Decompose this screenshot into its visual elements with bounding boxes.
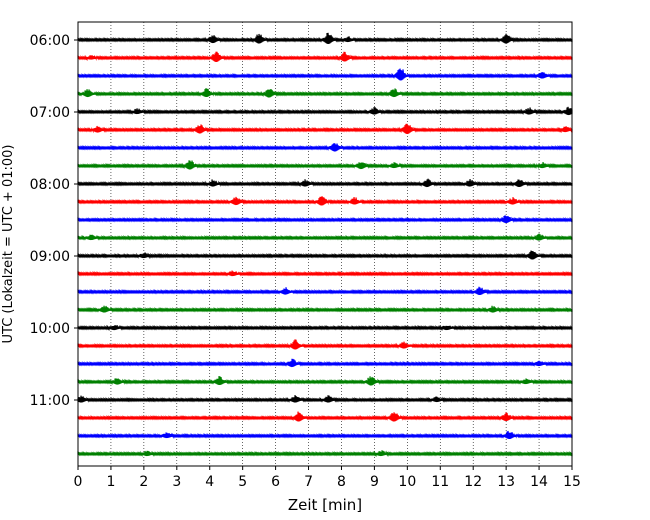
seismogram-trace bbox=[77, 233, 573, 241]
seismogram-trace bbox=[77, 411, 573, 422]
seismogram-trace bbox=[77, 250, 573, 260]
x-tick-label: 15 bbox=[563, 474, 581, 490]
x-tick-label: 11 bbox=[431, 474, 449, 490]
x-tick-label: 1 bbox=[106, 474, 115, 490]
x-tick-label: 14 bbox=[530, 474, 548, 490]
seismogram-trace bbox=[77, 196, 573, 206]
grid-lines bbox=[110, 22, 540, 466]
seismogram-traces bbox=[77, 32, 573, 458]
x-tick-label: 12 bbox=[464, 474, 482, 490]
x-tick-label: 8 bbox=[337, 474, 346, 490]
x-tick-label: 7 bbox=[304, 474, 313, 490]
seismogram-trace bbox=[77, 450, 573, 458]
x-tick-label: 3 bbox=[172, 474, 181, 490]
seismogram-trace bbox=[77, 178, 573, 188]
x-tick-label: 4 bbox=[205, 474, 214, 490]
x-tick-label: 6 bbox=[271, 474, 280, 490]
seismogram-trace bbox=[77, 32, 573, 45]
plot-frame bbox=[77, 21, 573, 467]
x-axis-label: Zeit [min] bbox=[288, 496, 362, 514]
x-tick-label: 0 bbox=[74, 474, 83, 490]
seismogram-trace bbox=[77, 395, 573, 403]
y-axis-ticks: 06:00 07:00 08:00 09:00 10:00 11:00 bbox=[30, 33, 78, 409]
seismogram-trace bbox=[77, 160, 573, 170]
seismogram-trace bbox=[77, 68, 573, 81]
seismogram-trace bbox=[77, 106, 573, 116]
x-tick-label: 2 bbox=[139, 474, 148, 490]
seismogram-trace bbox=[77, 358, 573, 368]
y-tick-label: 10:00 bbox=[30, 321, 70, 337]
x-tick-label: 10 bbox=[398, 474, 416, 490]
seismogram-trace bbox=[77, 305, 573, 313]
seismogram-trace bbox=[77, 430, 573, 440]
seismogram-trace bbox=[77, 88, 573, 98]
y-axis-label: UTC (Lokalzeit = UTC + 01:00) bbox=[1, 145, 16, 344]
x-tick-label: 13 bbox=[497, 474, 515, 490]
x-tick-label: 9 bbox=[370, 474, 379, 490]
y-tick-label: 08:00 bbox=[30, 177, 70, 193]
y-tick-label: 09:00 bbox=[30, 249, 70, 265]
seismogram-trace bbox=[77, 143, 573, 152]
seismogram-trace bbox=[77, 270, 573, 277]
seismogram-trace bbox=[77, 123, 573, 135]
y-tick-label: 07:00 bbox=[30, 105, 70, 121]
y-tick-label: 06:00 bbox=[30, 33, 70, 49]
seismogram-trace bbox=[77, 215, 573, 224]
seismogram-trace bbox=[77, 339, 573, 350]
y-tick-label: 11:00 bbox=[30, 393, 70, 409]
seismogram-trace bbox=[77, 286, 573, 296]
x-axis-ticks: 0 1 2 3 4 5 6 7 8 9 10 11 12 13 14 15 bbox=[74, 466, 581, 490]
seismogram-trace bbox=[77, 376, 573, 386]
seismogram-trace bbox=[77, 324, 573, 331]
x-tick-label: 5 bbox=[238, 474, 247, 490]
seismogram-trace bbox=[77, 51, 573, 63]
